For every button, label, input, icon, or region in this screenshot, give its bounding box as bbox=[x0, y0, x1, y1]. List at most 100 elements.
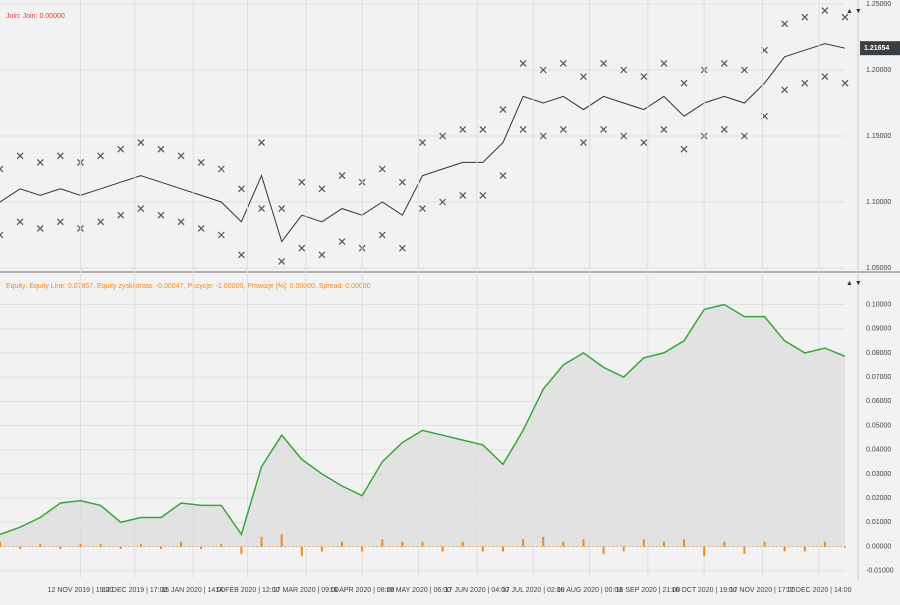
pnl-bar bbox=[763, 541, 766, 547]
pnl-bar bbox=[240, 546, 243, 554]
band-cross bbox=[640, 139, 648, 147]
band-cross bbox=[821, 73, 829, 81]
band-cross bbox=[680, 145, 688, 153]
y-tick-label: 1.15000 bbox=[866, 133, 891, 140]
band-cross bbox=[16, 152, 24, 160]
band-cross bbox=[157, 211, 165, 219]
x-tick-label: 16 OCT 2020 | 19:00 bbox=[672, 587, 737, 594]
y-tick-label: 0.08000 bbox=[866, 350, 891, 357]
band-cross bbox=[600, 125, 607, 133]
band-cross bbox=[459, 125, 467, 133]
band-cross bbox=[137, 139, 145, 147]
last-price-tag bbox=[860, 41, 900, 56]
band-cross bbox=[298, 178, 306, 186]
panel-arrows[interactable]: ▲ ▼ bbox=[846, 8, 862, 15]
band-cross bbox=[117, 145, 125, 153]
band-cross bbox=[821, 7, 829, 15]
pnl-bar bbox=[421, 541, 424, 547]
band-cross bbox=[600, 59, 607, 67]
x-tick-label: 17 JUL 2020 | 02:00 bbox=[502, 587, 565, 594]
band-cross bbox=[580, 139, 587, 147]
legend-text: Join: Join: 0.00000 bbox=[6, 13, 65, 20]
panel-arrows[interactable]: ▲ ▼ bbox=[846, 280, 862, 287]
pnl-bar bbox=[139, 544, 142, 547]
band-cross bbox=[157, 145, 165, 153]
pnl-bar bbox=[200, 546, 203, 549]
pnl-bar bbox=[803, 546, 806, 552]
band-cross bbox=[0, 231, 4, 239]
band-cross bbox=[519, 125, 527, 133]
y-tick-label: 0.02000 bbox=[866, 495, 891, 502]
x-tick-label: 17 NOV 2020 | 17:00 bbox=[730, 587, 796, 594]
pnl-bar bbox=[501, 546, 504, 552]
band-cross bbox=[620, 132, 628, 140]
band-cross bbox=[97, 218, 105, 226]
pnl-bar bbox=[723, 541, 726, 547]
band-cross bbox=[278, 257, 286, 265]
x-tick-label: 16 SEP 2020 | 21:00 bbox=[616, 587, 680, 594]
band-cross bbox=[559, 125, 567, 133]
equity-area bbox=[0, 304, 845, 547]
x-tick-label: 17 MAR 2020 | 09:00 bbox=[273, 587, 339, 594]
x-tick-label: 17 DEC 2020 | 14:00 bbox=[786, 587, 851, 594]
band-cross bbox=[841, 13, 849, 21]
band-cross bbox=[177, 152, 185, 160]
y-tick-label: 0.06000 bbox=[866, 398, 891, 405]
y-tick-label: 0.10000 bbox=[866, 301, 891, 308]
pnl-bar bbox=[320, 546, 323, 552]
y-tick-label: 0.05000 bbox=[866, 422, 891, 429]
band-cross bbox=[378, 165, 386, 173]
band-cross bbox=[781, 20, 789, 28]
x-tick-label: 15 JAN 2020 | 14:00 bbox=[161, 587, 225, 594]
band-cross bbox=[338, 238, 346, 246]
band-cross bbox=[36, 224, 44, 232]
pnl-bar bbox=[300, 546, 303, 557]
band-cross bbox=[841, 79, 849, 87]
pnl-bar bbox=[361, 546, 364, 552]
pnl-bar bbox=[703, 546, 706, 557]
band-cross bbox=[378, 231, 386, 239]
pnl-bar bbox=[683, 539, 686, 547]
band-cross bbox=[419, 139, 426, 147]
y-tick-label: 0.07000 bbox=[866, 374, 891, 381]
band-cross bbox=[278, 205, 286, 213]
equity-line bbox=[0, 303, 846, 537]
pnl-bar bbox=[743, 546, 746, 554]
pnl-bar bbox=[220, 544, 223, 547]
pnl-bar bbox=[381, 539, 384, 547]
band-cross bbox=[499, 172, 507, 180]
x-tick-label: 16 APR 2020 | 08:00 bbox=[330, 587, 395, 594]
band-cross bbox=[137, 205, 145, 213]
y-tick-label: 0.09000 bbox=[866, 326, 891, 333]
band-cross bbox=[238, 251, 245, 259]
y-tick-label: -0.01000 bbox=[866, 568, 894, 575]
band-cross bbox=[740, 66, 748, 74]
pnl-bar bbox=[844, 546, 846, 548]
band-cross bbox=[720, 125, 728, 133]
band-cross bbox=[398, 244, 406, 252]
band-cross bbox=[419, 205, 426, 213]
band-cross bbox=[318, 185, 326, 193]
band-cross bbox=[217, 165, 225, 173]
pnl-bar bbox=[59, 546, 62, 549]
y-tick-label: 0.04000 bbox=[866, 447, 891, 454]
band-cross bbox=[0, 165, 4, 173]
band-cross bbox=[801, 13, 809, 21]
band-cross bbox=[459, 191, 467, 199]
pnl-bar bbox=[602, 546, 605, 554]
band-cross bbox=[36, 158, 44, 166]
band-cross bbox=[539, 132, 547, 140]
x-tick-label: 18 MAY 2020 | 06:00 bbox=[386, 587, 451, 594]
x-tick-label: 12 DEC 2019 | 17:00 bbox=[102, 587, 167, 594]
pnl-bar bbox=[461, 541, 464, 547]
band-cross bbox=[258, 205, 265, 213]
y-tick-label: 0.03000 bbox=[866, 471, 891, 478]
pnl-bar bbox=[622, 546, 625, 552]
pnl-bar bbox=[481, 546, 484, 552]
band-cross bbox=[660, 125, 668, 133]
pnl-bar bbox=[79, 544, 82, 547]
band-cross bbox=[398, 178, 406, 186]
pnl-bar bbox=[401, 541, 404, 547]
band-cross bbox=[499, 106, 507, 114]
band-cross bbox=[720, 59, 728, 67]
